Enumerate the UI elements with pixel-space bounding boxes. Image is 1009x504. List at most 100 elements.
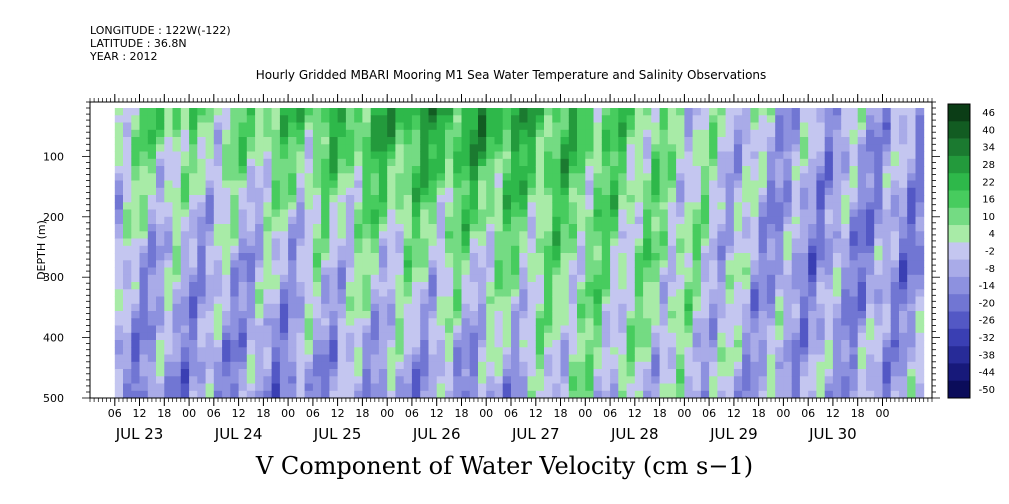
- heatmap-cell: [890, 303, 900, 312]
- heatmap-cell: [700, 253, 710, 261]
- heatmap-cell: [255, 390, 264, 399]
- heatmap-cell: [230, 383, 239, 392]
- heatmap-cell: [692, 129, 702, 138]
- heatmap-cell: [395, 354, 405, 363]
- heatmap-cell: [395, 260, 405, 268]
- heatmap-cell: [692, 245, 702, 254]
- heatmap-cell: [610, 303, 619, 312]
- heatmap-cell: [263, 318, 273, 326]
- heatmap-cell: [882, 209, 892, 218]
- heatmap-cell: [494, 166, 504, 174]
- heatmap-cell: [312, 289, 322, 297]
- heatmap-cell: [882, 332, 892, 341]
- heatmap-cell: [684, 209, 694, 218]
- heatmap-cell: [684, 202, 694, 210]
- heatmap-cell: [279, 282, 289, 290]
- heatmap-cell: [222, 122, 231, 131]
- heatmap-cell: [197, 296, 206, 305]
- heatmap-cell: [387, 253, 396, 261]
- heatmap-cell: [849, 376, 859, 384]
- heatmap-cell: [527, 318, 537, 326]
- heatmap-cell: [857, 238, 867, 247]
- heatmap-cell: [139, 383, 149, 392]
- heatmap-cell: [337, 195, 347, 203]
- heatmap-cell: [378, 122, 388, 131]
- heatmap-cell: [890, 137, 900, 145]
- heatmap-cell: [378, 137, 388, 145]
- heatmap-cell: [890, 253, 900, 261]
- heatmap-cell: [601, 209, 611, 218]
- heatmap-cell: [461, 129, 471, 138]
- heatmap-cell: [659, 340, 669, 348]
- heatmap-cell: [742, 245, 751, 254]
- heatmap-cell: [915, 289, 925, 297]
- heatmap-cell: [114, 347, 124, 355]
- heatmap-cell: [139, 296, 149, 305]
- heatmap-cell: [189, 318, 198, 326]
- heatmap-cell: [775, 340, 784, 348]
- heatmap-cell: [733, 369, 743, 377]
- heatmap-cell: [453, 296, 462, 305]
- heatmap-cell: [403, 144, 413, 152]
- heatmap-cell: [147, 369, 157, 377]
- heatmap-cell: [486, 224, 495, 232]
- heatmap-cell: [403, 282, 413, 290]
- heatmap-cell: [700, 180, 710, 189]
- heatmap-cell: [527, 115, 537, 123]
- heatmap-cell: [123, 260, 132, 268]
- heatmap-cell: [849, 231, 859, 239]
- heatmap-cell: [436, 151, 446, 160]
- heatmap-cell: [626, 180, 636, 189]
- heatmap-cell: [139, 115, 149, 123]
- x-hour-tick-label: 06: [306, 407, 320, 420]
- heatmap-cell: [618, 202, 627, 210]
- heatmap-cell: [568, 347, 578, 355]
- heatmap-cell: [387, 166, 396, 174]
- heatmap-cell: [841, 390, 850, 399]
- heatmap-cell: [568, 332, 578, 341]
- heatmap-cell: [709, 376, 718, 384]
- heatmap-cell: [626, 376, 636, 384]
- heatmap-cell: [403, 180, 413, 189]
- heatmap-cell: [890, 361, 900, 370]
- heatmap-cell: [634, 296, 644, 305]
- heatmap-cell: [849, 180, 859, 189]
- heatmap-cell: [766, 144, 776, 152]
- heatmap-cell: [832, 296, 842, 305]
- heatmap-cell: [139, 303, 149, 312]
- heatmap-cell: [114, 274, 124, 283]
- heatmap-cell: [428, 195, 438, 203]
- heatmap-cell: [560, 195, 570, 203]
- heatmap-cell: [263, 274, 273, 283]
- heatmap-cell: [758, 369, 768, 377]
- heatmap-cell: [445, 332, 454, 341]
- heatmap-cell: [362, 361, 372, 370]
- x-hour-tick-label: 06: [702, 407, 716, 420]
- heatmap-cell: [362, 202, 372, 210]
- heatmap-cell: [816, 361, 826, 370]
- heatmap-cell: [156, 274, 165, 283]
- heatmap-cell: [263, 144, 273, 152]
- heatmap-cell: [378, 390, 388, 399]
- heatmap-cell: [271, 303, 281, 312]
- heatmap-cell: [684, 115, 694, 123]
- heatmap-cell: [114, 180, 124, 189]
- heatmap-cell: [601, 340, 611, 348]
- heatmap-cell: [791, 209, 801, 218]
- heatmap-cell: [255, 137, 264, 145]
- heatmap-cell: [453, 151, 462, 160]
- heatmap-cell: [445, 216, 454, 225]
- heatmap-cell: [354, 260, 363, 268]
- heatmap-cell: [643, 289, 652, 297]
- heatmap-cell: [114, 122, 124, 131]
- heatmap-cell: [709, 202, 718, 210]
- heatmap-cell: [816, 180, 826, 189]
- heatmap-cell: [205, 383, 215, 392]
- heatmap-cell: [271, 144, 281, 152]
- heatmap-cell: [585, 311, 594, 319]
- heatmap-cell: [288, 325, 297, 334]
- heatmap-cell: [304, 166, 314, 174]
- heatmap-cell: [882, 173, 892, 181]
- heatmap-cell: [395, 311, 405, 319]
- heatmap-cell: [271, 383, 281, 392]
